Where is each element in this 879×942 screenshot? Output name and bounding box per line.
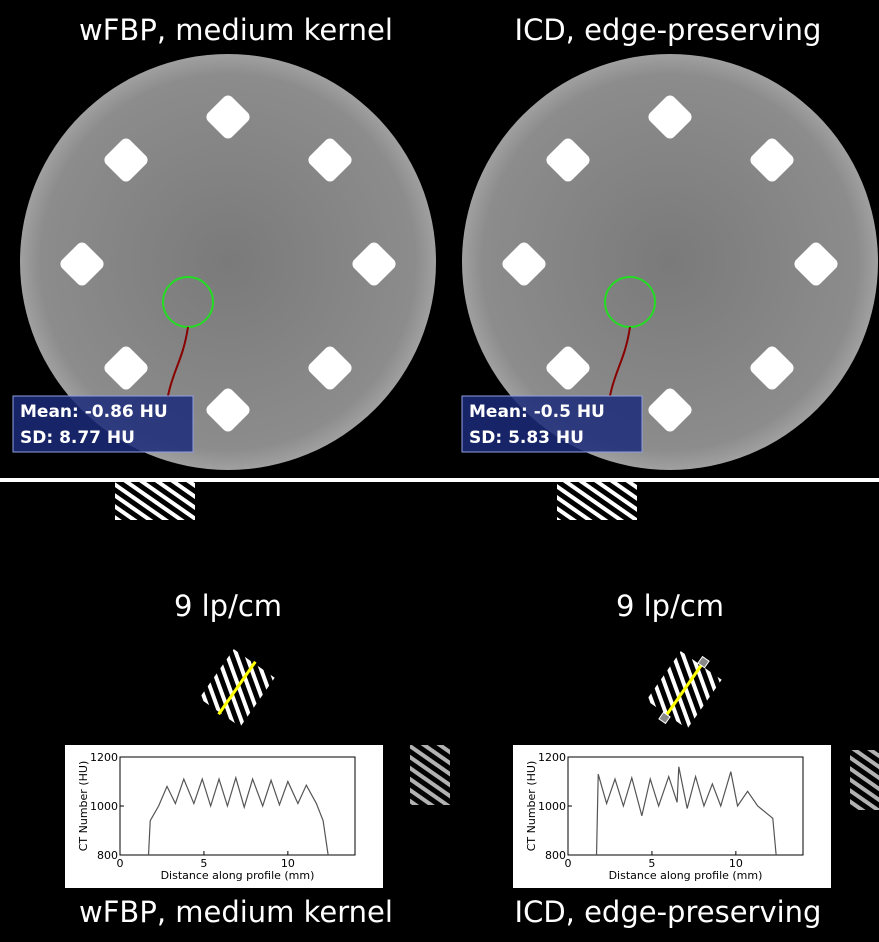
panel-title: ICD, edge-preserving — [515, 895, 822, 929]
x-tick-label: 0 — [565, 857, 572, 870]
y-tick-label: 1200 — [90, 751, 118, 764]
panel-title: wFBP, medium kernel — [79, 895, 393, 929]
y-tick-label: 800 — [97, 849, 118, 862]
x-tick-label: 0 — [117, 857, 124, 870]
bar-pattern — [557, 482, 637, 520]
chart-background — [65, 745, 383, 888]
y-axis-label: CT Number (HU) — [77, 761, 90, 852]
sd-label: SD: 8.77 HU — [20, 428, 135, 448]
mean-label: Mean: -0.5 HU — [469, 402, 605, 422]
page: wFBP, medium kernel ICD, edge-preserving… — [0, 0, 879, 942]
divider — [0, 478, 879, 482]
panel-title: wFBP, medium kernel — [79, 13, 393, 47]
resolution-label: 9 lp/cm — [174, 589, 282, 623]
y-tick-label: 1200 — [538, 751, 566, 764]
figure: wFBP, medium kernel ICD, edge-preserving… — [0, 0, 879, 942]
y-tick-label: 800 — [545, 849, 566, 862]
x-axis-label: Distance along profile (mm) — [609, 869, 763, 882]
x-axis-label: Distance along profile (mm) — [161, 869, 315, 882]
resolution-label: 9 lp/cm — [616, 589, 724, 623]
panel-title: ICD, edge-preserving — [515, 13, 822, 47]
bar-pattern — [850, 750, 879, 810]
y-tick-label: 1000 — [90, 800, 118, 813]
sd-label: SD: 5.83 HU — [469, 428, 584, 448]
bar-pattern — [410, 745, 450, 805]
chart-background — [513, 745, 831, 888]
bar-pattern — [115, 482, 195, 520]
mean-label: Mean: -0.86 HU — [20, 402, 168, 422]
y-tick-label: 1000 — [538, 800, 566, 813]
y-axis-label: CT Number (HU) — [525, 761, 538, 852]
